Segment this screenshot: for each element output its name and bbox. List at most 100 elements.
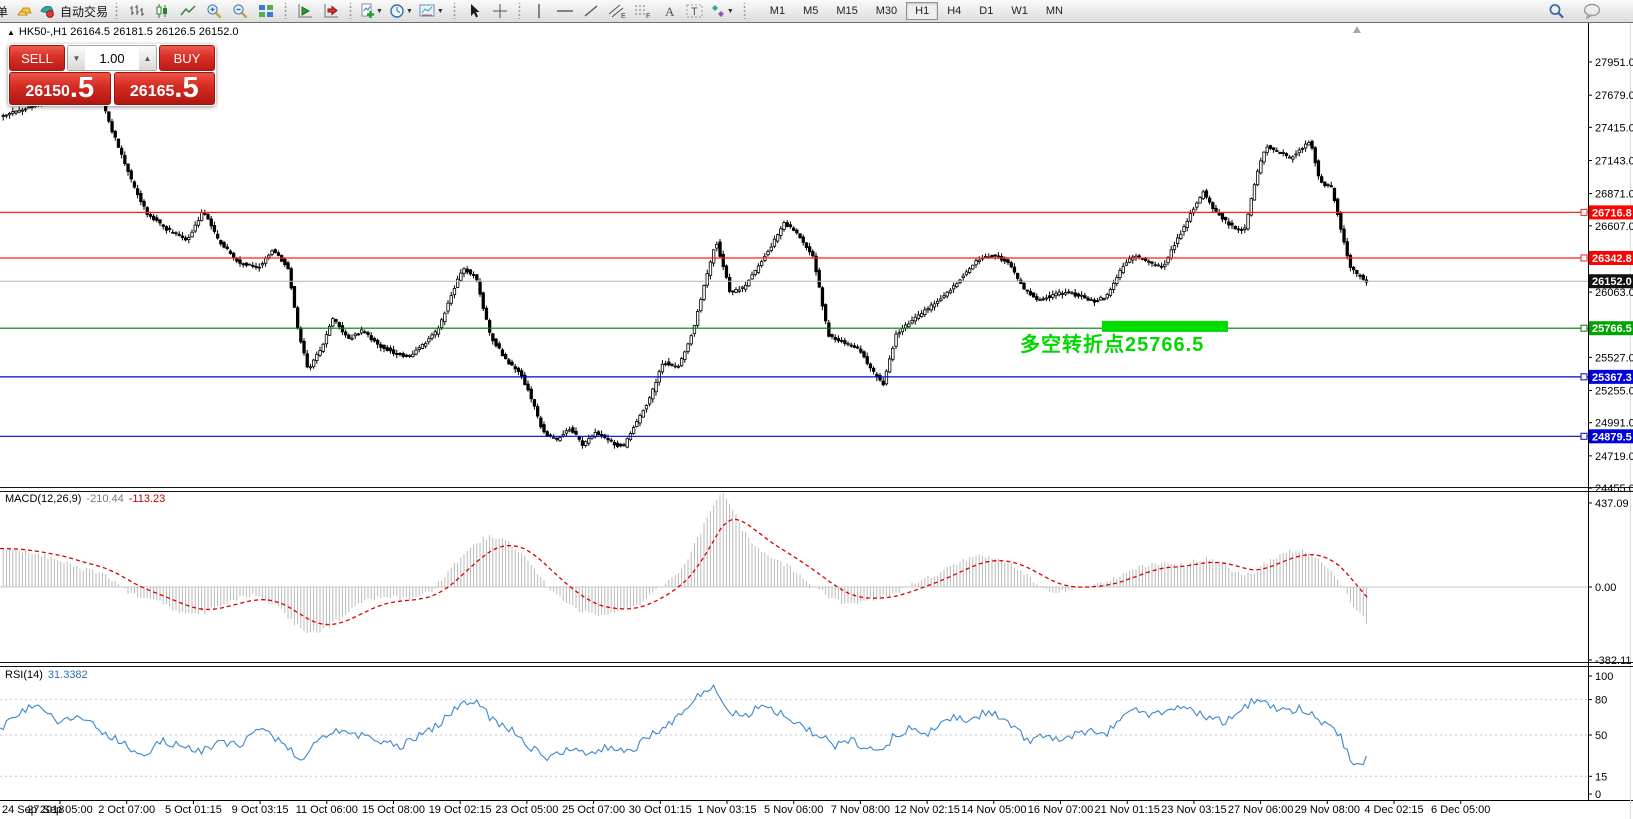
svg-text:15: 15 xyxy=(1595,771,1607,783)
timeframe-d1-button[interactable]: D1 xyxy=(979,5,994,17)
timeframe-mn-button[interactable]: MN xyxy=(1045,5,1063,17)
tile-windows-button[interactable] xyxy=(253,0,279,22)
auto-scroll-icon xyxy=(297,3,313,19)
svg-text:12 Nov 02:15: 12 Nov 02:15 xyxy=(894,804,959,816)
zoom-in-icon xyxy=(206,3,223,19)
dropdown-caret-icon: ▼ xyxy=(376,7,383,15)
svg-text:437.09: 437.09 xyxy=(1595,498,1629,510)
volume-input[interactable] xyxy=(85,46,139,70)
horizontal-line-button[interactable] xyxy=(552,0,578,22)
svg-text:26716.8: 26716.8 xyxy=(1592,207,1632,219)
svg-text:50: 50 xyxy=(1595,730,1607,742)
svg-text:27415.0: 27415.0 xyxy=(1595,122,1633,134)
fibonacci-button[interactable]: F xyxy=(630,0,656,22)
new-order-button[interactable] xyxy=(11,0,37,22)
svg-text:14 Nov 05:00: 14 Nov 05:00 xyxy=(961,804,1026,816)
svg-text:27 Sep 05:00: 27 Sep 05:00 xyxy=(27,804,92,816)
toolbar-separator xyxy=(451,3,457,19)
template-icon xyxy=(419,3,436,19)
svg-text:27951.0: 27951.0 xyxy=(1595,57,1633,69)
svg-text:19 Oct 02:15: 19 Oct 02:15 xyxy=(429,804,492,816)
chat-button[interactable] xyxy=(1579,0,1605,22)
buy-button[interactable]: BUY xyxy=(159,45,215,71)
toolbar-separator xyxy=(348,3,354,19)
candlestick-chart-button[interactable] xyxy=(149,0,175,22)
fibonacci-icon: F xyxy=(634,3,652,19)
svg-text:25 Oct 07:00: 25 Oct 07:00 xyxy=(562,804,625,816)
templates-button[interactable]: ▼ xyxy=(417,0,448,22)
equidistant-channel-button[interactable]: E xyxy=(604,0,630,22)
svg-text:E: E xyxy=(621,13,626,19)
sell-price-frac: .5 xyxy=(69,72,95,104)
cursor-button[interactable] xyxy=(461,0,487,22)
search-button[interactable] xyxy=(1543,0,1569,22)
periods-button[interactable]: ▼ xyxy=(387,0,417,22)
chat-bubble-icon xyxy=(1583,3,1602,19)
chart-shift-icon xyxy=(323,3,339,19)
sell-button[interactable]: SELL xyxy=(9,45,65,71)
vertical-line-button[interactable] xyxy=(526,0,552,22)
svg-text:26152.0: 26152.0 xyxy=(1592,276,1632,288)
text-label-button[interactable]: T xyxy=(682,0,708,22)
bar-chart-button[interactable] xyxy=(123,0,149,22)
auto-trading-label: 自动交易 xyxy=(60,4,109,19)
shapes-icon xyxy=(710,3,726,19)
new-order-label: 单 xyxy=(0,3,8,20)
volume-decrease-button[interactable]: ▼ xyxy=(68,46,85,70)
svg-text:27143.0: 27143.0 xyxy=(1595,155,1633,167)
timeframe-m15-button[interactable]: M15 xyxy=(836,5,858,17)
macd-indicator-label: MACD(12,26,9) -210.44 -113.23 xyxy=(5,493,165,505)
price-axis[interactable] xyxy=(1588,22,1633,800)
chart-shift-button[interactable] xyxy=(318,0,344,22)
crosshair-button[interactable] xyxy=(487,0,513,22)
timeframe-h4-button[interactable]: H4 xyxy=(947,5,962,17)
auto-trading-button[interactable]: 自动交易 xyxy=(37,0,110,22)
svg-text:100: 100 xyxy=(1595,671,1613,683)
main-macd-resizer[interactable] xyxy=(0,487,1633,492)
macd-main-value: -210.44 xyxy=(86,493,124,505)
one-click-trading-panel: SELL ▼ ▲ BUY 26150.5 26165.5 xyxy=(8,44,216,106)
auto-trading-icon xyxy=(39,3,57,19)
symbol-header: ▲ HK50-,H1 26164.5 26181.5 26126.5 26152.… xyxy=(7,26,239,38)
svg-text:80: 80 xyxy=(1595,695,1607,707)
timeframe-h1-button[interactable]: H1 xyxy=(906,2,939,20)
line-chart-button[interactable] xyxy=(175,0,201,22)
sell-price-main: 26150 xyxy=(25,83,70,100)
timeframe-w1-button[interactable]: W1 xyxy=(1011,5,1028,17)
svg-text:9 Oct 03:15: 9 Oct 03:15 xyxy=(232,804,289,816)
auto-scroll-button[interactable] xyxy=(292,0,318,22)
zoom-out-button[interactable] xyxy=(227,0,253,22)
dropdown-caret-icon: ▼ xyxy=(726,7,734,15)
macd-rsi-resizer[interactable] xyxy=(0,662,1633,667)
svg-text:7 Nov 08:00: 7 Nov 08:00 xyxy=(831,804,890,816)
volume-increase-button[interactable]: ▲ xyxy=(139,46,156,70)
trendline-button[interactable] xyxy=(578,0,604,22)
svg-text:15 Oct 08:00: 15 Oct 08:00 xyxy=(362,804,425,816)
toolbar-separator xyxy=(741,3,747,19)
timeframe-m1-button[interactable]: M1 xyxy=(769,5,786,17)
indicators-button[interactable]: ▼ xyxy=(357,0,387,22)
clock-icon xyxy=(389,3,405,19)
toolbar-separator xyxy=(516,3,522,19)
svg-text:23 Nov 03:15: 23 Nov 03:15 xyxy=(1161,804,1226,816)
svg-text:21 Nov 01:15: 21 Nov 01:15 xyxy=(1094,804,1159,816)
symbol-ohlc-text: HK50-,H1 26164.5 26181.5 26126.5 26152.0 xyxy=(18,26,239,38)
buy-price-display[interactable]: 26165.5 xyxy=(113,72,215,105)
horizontal-line-icon xyxy=(556,3,574,19)
timeframe-group: M1 M5 M15 M30 H1 H4 D1 W1 MN xyxy=(761,2,1072,20)
timeframe-m5-button[interactable]: M5 xyxy=(803,5,819,17)
trendline-icon xyxy=(583,3,599,19)
svg-text:25527.0: 25527.0 xyxy=(1595,352,1633,364)
svg-text:30 Oct 01:15: 30 Oct 01:15 xyxy=(629,804,692,816)
tile-windows-icon xyxy=(258,3,274,19)
sell-price-display[interactable]: 26150.5 xyxy=(9,72,111,105)
text-button[interactable]: A xyxy=(656,0,682,22)
vertical-line-icon xyxy=(533,3,545,19)
shapes-button[interactable]: ▼ xyxy=(708,0,738,22)
toolbar: 单 自动交易 ▼ ▼ ▼ E F A T ▼ xyxy=(0,0,1633,23)
time-axis[interactable] xyxy=(0,801,1588,819)
zoom-in-button[interactable] xyxy=(201,0,227,22)
timeframe-m30-button[interactable]: M30 xyxy=(875,5,898,17)
